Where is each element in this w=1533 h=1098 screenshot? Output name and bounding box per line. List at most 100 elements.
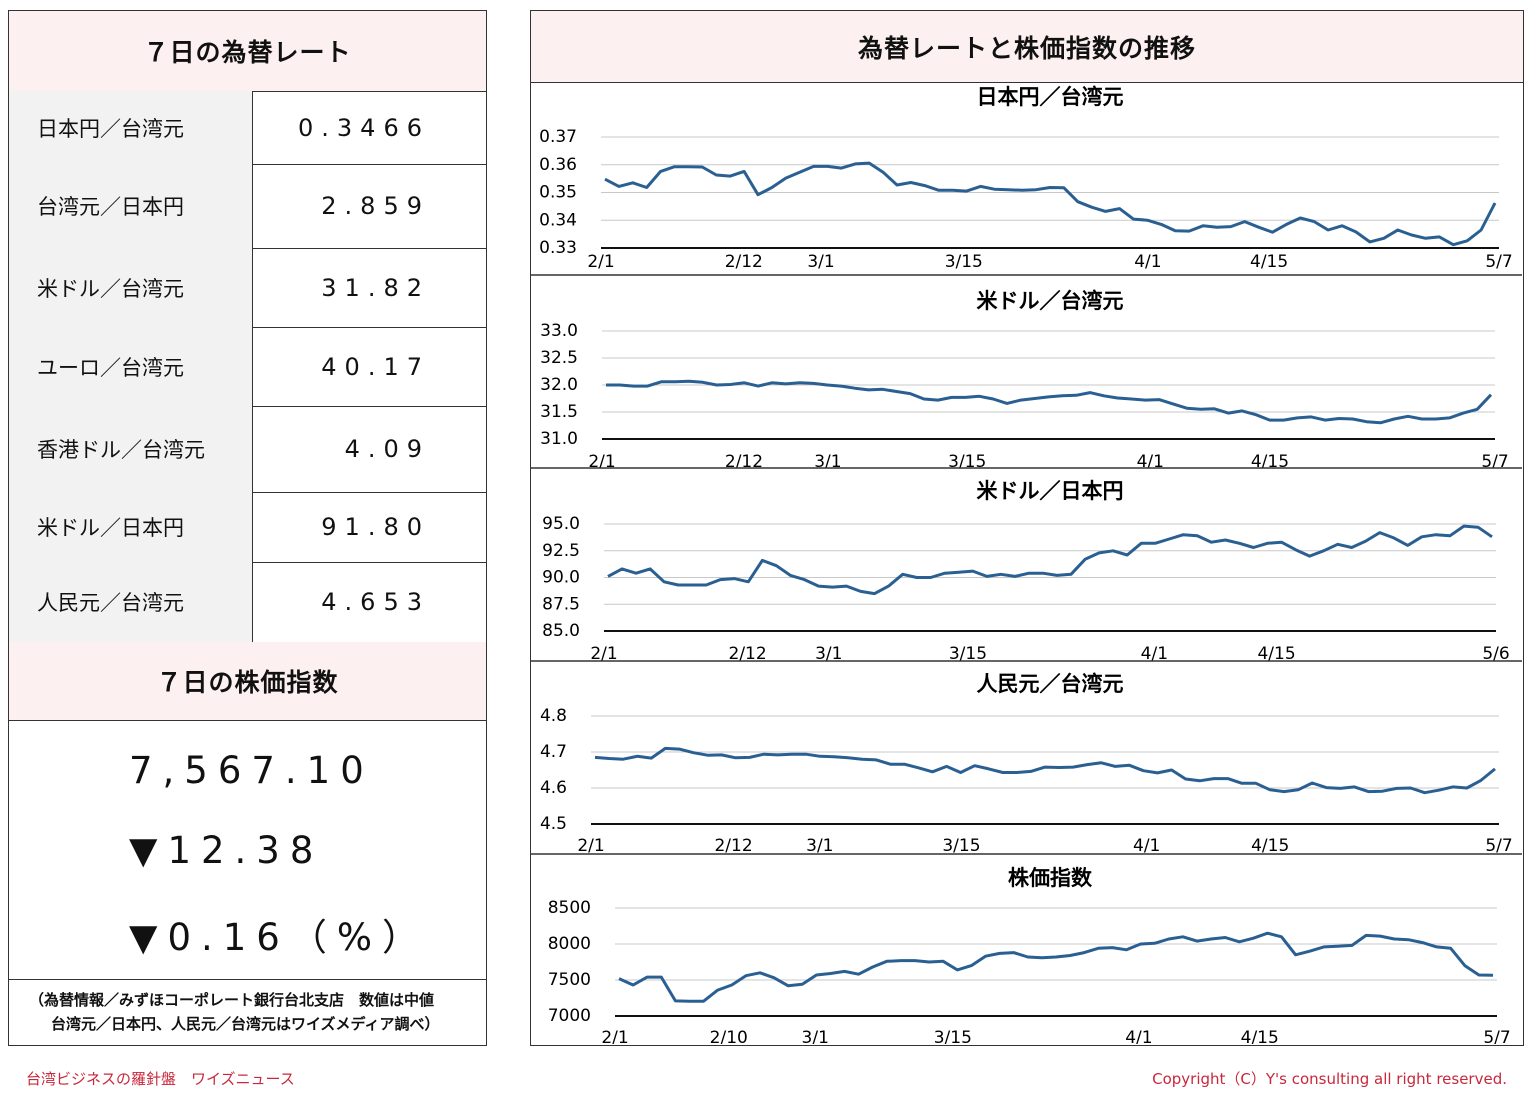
x-tick-label: 3/15 <box>934 1028 972 1044</box>
x-tick-label: 3/1 <box>806 836 833 856</box>
y-tick-label: 90.0 <box>542 568 580 588</box>
x-tick-label: 4/15 <box>1241 1028 1279 1044</box>
chart-2: 米ドル／台湾元 33.0 32.5 32.0 31.5 31.0 2/1 2/12 3/1 3/1… <box>531 274 1522 472</box>
x-tick-label: 5/7 <box>1485 836 1512 856</box>
x-tick-label: 3/15 <box>942 836 980 856</box>
rate-value: 4.653 <box>321 588 430 616</box>
x-tick-label: 4/1 <box>1137 452 1164 472</box>
stock-index-change-percent: ▼0.16（%） <box>129 916 429 959</box>
chart-5: 株価指数 8500 8000 7500 7000 2/1 2/10 3/1 3/15 4/1 4/1… <box>531 853 1522 1044</box>
charts-svg: 日本円／台湾元 0.37 0.36 0.35 0.34 0.33 2/1 2/12 3/1 3/1… <box>531 85 1522 1044</box>
chart-title: 株価指数 <box>1008 866 1093 890</box>
x-tick-label: 5/6 <box>1482 644 1509 664</box>
footer-site-name: 台湾ビジネスの羅針盤 ワイズニュース <box>26 1070 295 1088</box>
y-tick-label: 8500 <box>548 898 591 918</box>
x-tick-label: 4/1 <box>1141 644 1168 664</box>
y-tick-label: 4.5 <box>540 814 567 834</box>
x-tick-label: 4/15 <box>1251 836 1289 856</box>
chart-4: 人民元／台湾元 4.8 4.7 4.6 4.5 2/1 2/12 3/1 3/15 4/1 4/15… <box>531 660 1522 856</box>
x-tick-label: 4/1 <box>1133 836 1160 856</box>
y-tick-label: 7000 <box>548 1006 591 1026</box>
y-tick-label: 32.5 <box>540 348 578 368</box>
x-tick-label: 2/1 <box>588 452 615 472</box>
x-tick-label: 5/7 <box>1483 1028 1510 1044</box>
y-tick-label: 32.0 <box>540 375 578 395</box>
y-tick-label: 92.5 <box>542 541 580 561</box>
rate-row: 台湾元／日本円 2.859 <box>9 164 486 249</box>
x-tick-label: 3/1 <box>815 644 842 664</box>
chart-title: 人民元／台湾元 <box>977 672 1124 696</box>
stock-title: ７日の株価指数 <box>9 642 486 721</box>
x-tick-label: 3/1 <box>807 252 834 272</box>
y-tick-label: 31.5 <box>540 402 578 422</box>
rate-row: 香港ドル／台湾元 4.09 <box>9 406 486 493</box>
y-tick-label: 8000 <box>548 934 591 954</box>
series-line <box>594 746 1496 795</box>
x-tick-label: 4/15 <box>1251 452 1289 472</box>
x-tick-label: 3/15 <box>948 452 986 472</box>
rate-value: 2.859 <box>321 192 430 220</box>
y-tick-label: 31.0 <box>540 429 578 449</box>
chart-title: 米ドル／台湾元 <box>977 289 1124 313</box>
x-tick-label: 2/12 <box>725 252 763 272</box>
rate-label: 米ドル／日本円 <box>9 492 253 562</box>
rate-label: 香港ドル／台湾元 <box>9 406 253 492</box>
x-tick-label: 3/1 <box>814 452 841 472</box>
rates-title: ７日の為替レート <box>9 11 486 92</box>
x-tick-label: 5/7 <box>1481 452 1508 472</box>
x-tick-label: 2/12 <box>714 836 752 856</box>
series-line <box>618 931 1494 1003</box>
chart-1: 日本円／台湾元 0.37 0.36 0.35 0.34 0.33 2/1 2/12 3/1 3/1… <box>539 85 1513 272</box>
y-tick-label: 85.0 <box>542 621 580 641</box>
x-tick-label: 2/1 <box>587 252 614 272</box>
chart-title: 米ドル／日本円 <box>977 479 1124 503</box>
stock-index-value: 7,567.10 <box>129 749 374 792</box>
y-tick-label: 0.33 <box>539 238 577 258</box>
charts-title: 為替レートと株価指数の推移 <box>531 11 1523 83</box>
rate-label: 人民元／台湾元 <box>9 562 253 642</box>
y-tick-label: 0.35 <box>539 183 577 203</box>
x-tick-label: 2/12 <box>729 644 767 664</box>
x-tick-label: 2/10 <box>710 1028 748 1044</box>
x-tick-label: 4/15 <box>1257 644 1295 664</box>
series-line <box>604 161 1497 247</box>
rate-row: ユーロ／台湾元 40.17 <box>9 327 486 407</box>
x-tick-label: 4/1 <box>1134 252 1161 272</box>
rate-value: 40.17 <box>321 352 430 381</box>
y-tick-label: 0.34 <box>539 210 577 230</box>
x-tick-label: 4/1 <box>1125 1028 1152 1044</box>
x-tick-label: 4/15 <box>1250 252 1288 272</box>
y-tick-label: 4.7 <box>540 742 567 762</box>
x-tick-label: 5/7 <box>1485 252 1512 272</box>
y-tick-label: 4.8 <box>540 706 567 726</box>
rate-value: 4.09 <box>344 435 430 463</box>
y-tick-label: 0.37 <box>539 127 577 147</box>
x-tick-label: 2/1 <box>577 836 604 856</box>
y-tick-label: 33.0 <box>540 321 578 341</box>
x-tick-label: 3/1 <box>802 1028 829 1044</box>
rate-row: 米ドル／日本円 91.80 <box>9 492 486 563</box>
rate-label: 台湾元／日本円 <box>9 164 253 248</box>
y-tick-label: 0.36 <box>539 155 577 175</box>
x-tick-label: 3/15 <box>949 644 987 664</box>
series-line <box>607 524 1493 596</box>
rate-value: 0.3466 <box>298 113 430 142</box>
y-tick-label: 95.0 <box>542 514 580 534</box>
rate-row: 日本円／台湾元 0.3466 <box>9 91 486 165</box>
rate-row: 米ドル／台湾元 31.82 <box>9 248 486 328</box>
x-tick-label: 2/12 <box>725 452 763 472</box>
y-tick-label: 4.6 <box>540 778 567 798</box>
source-note: （為替情報／みずほコーポレート銀行台北支店 数値は中値 台湾元／日本円、人民元／… <box>9 979 486 1036</box>
x-tick-label: 3/15 <box>945 252 983 272</box>
rate-row: 人民元／台湾元 4.653 <box>9 562 486 643</box>
source-note-line: （為替情報／みずほコーポレート銀行台北支店 数値は中値 <box>29 991 435 1009</box>
chart-3: 米ドル／日本円 95.0 92.5 90.0 87.5 85.0 2/1 2/12 3/1 3/1… <box>531 467 1522 664</box>
rate-label: ユーロ／台湾元 <box>9 327 253 406</box>
footer-copyright: Copyright（C）Y's consulting all right res… <box>1152 1070 1507 1088</box>
stock-index-change: ▼12.38 <box>129 829 324 872</box>
source-note-line: 台湾元／日本円、人民元／台湾元はワイズメディア調べ） <box>51 1015 440 1033</box>
x-tick-label: 2/1 <box>590 644 617 664</box>
series-line <box>606 379 1493 425</box>
rate-value: 31.82 <box>321 273 430 302</box>
charts-panel: 為替レートと株価指数の推移 日本円／台湾元 0.37 0.36 0.35 0.34 0.3… <box>530 10 1524 1046</box>
